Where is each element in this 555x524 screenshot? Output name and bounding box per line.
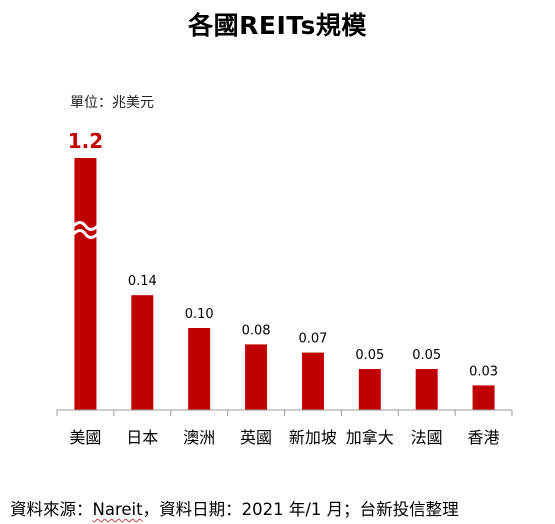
data-label: 0.03 xyxy=(469,364,498,379)
bar-日本 xyxy=(131,295,154,410)
axis-break-mark-lower xyxy=(72,229,99,239)
data-label: 0.05 xyxy=(355,348,384,363)
data-label: 0.10 xyxy=(185,307,214,322)
x-tick-label: 香港 xyxy=(468,428,500,447)
x-tick-label: 日本 xyxy=(126,428,158,447)
bar-法國 xyxy=(415,369,438,410)
data-label: 0.05 xyxy=(412,348,441,363)
data-label: 0.14 xyxy=(128,274,157,289)
footer-suffix: ，資料日期：2021 年/1 月；台新投信整理 xyxy=(142,500,459,519)
footer-source-note: 資料來源：Nareit，資料日期：2021 年/1 月；台新投信整理 xyxy=(10,496,459,520)
unit-label: 單位：兆美元 xyxy=(70,95,154,111)
x-tick-label: 澳洲 xyxy=(183,428,215,447)
chart-title: 各國REITs規模 xyxy=(188,11,367,40)
bar-加拿大 xyxy=(358,369,381,410)
bar-英國 xyxy=(245,344,268,410)
data-label: 1.2 xyxy=(68,129,103,153)
bar-香港 xyxy=(472,385,495,410)
data-label: 0.07 xyxy=(298,332,327,347)
data-label: 0.08 xyxy=(242,323,271,338)
x-tick-label: 加拿大 xyxy=(346,428,394,447)
footer-source-name: Nareit xyxy=(92,500,143,519)
bar-澳洲 xyxy=(188,328,211,410)
x-tick-label: 新加坡 xyxy=(289,428,337,447)
bar-美國 xyxy=(74,158,97,410)
x-tick-label: 法國 xyxy=(411,428,443,447)
axis-break-mark-upper xyxy=(72,221,99,231)
x-tick-label: 英國 xyxy=(240,428,272,447)
x-tick-label: 美國 xyxy=(69,428,101,447)
bar-新加坡 xyxy=(301,352,324,410)
footer-prefix: 資料來源： xyxy=(10,500,93,519)
